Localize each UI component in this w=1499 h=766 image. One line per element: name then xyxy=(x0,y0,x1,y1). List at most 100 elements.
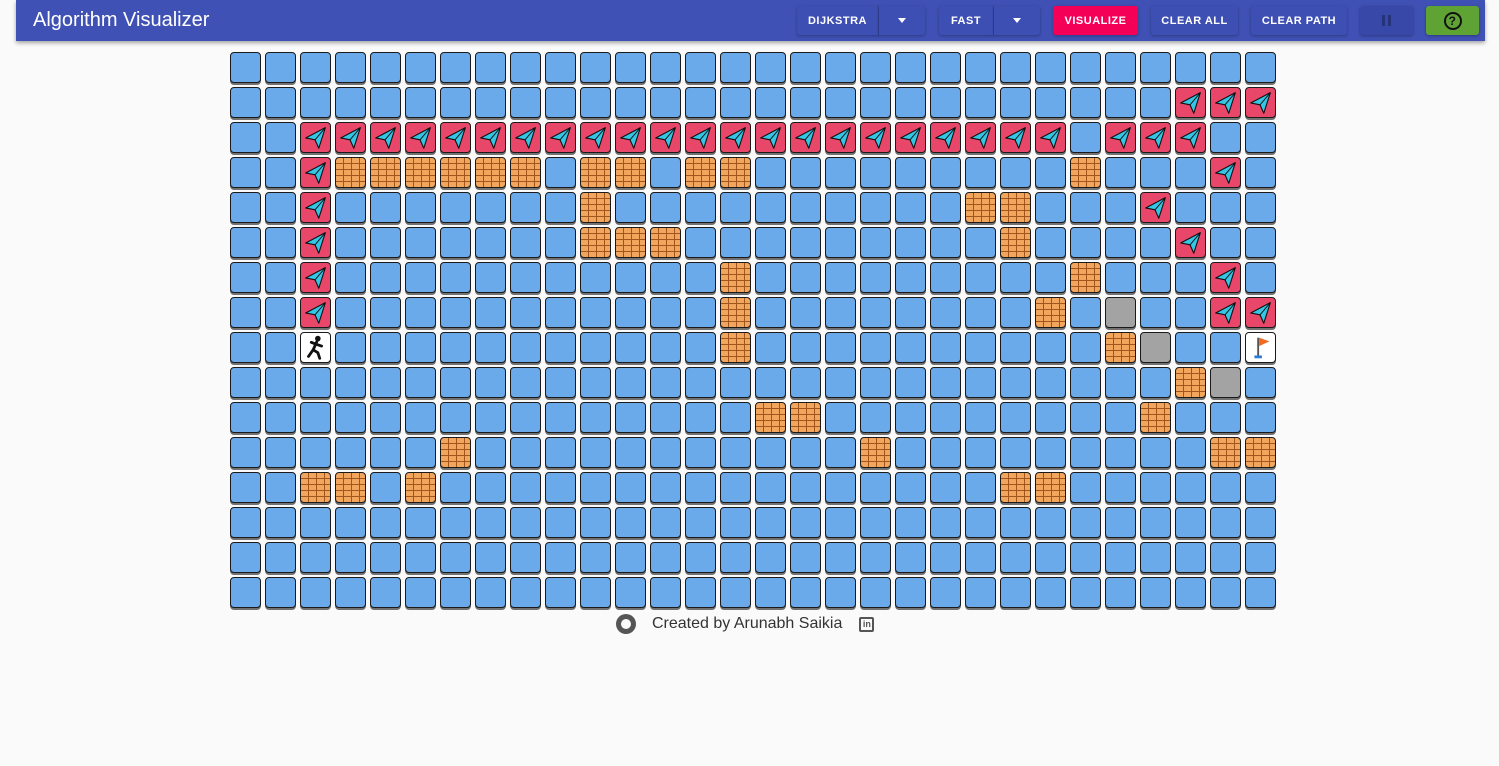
grid-cell-empty[interactable] xyxy=(580,507,611,538)
grid-cell-empty[interactable] xyxy=(405,577,436,608)
grid-cell-empty[interactable] xyxy=(545,507,576,538)
grid-cell-start[interactable] xyxy=(300,332,331,363)
grid-cell-empty[interactable] xyxy=(860,507,891,538)
grid-cell-empty[interactable] xyxy=(545,262,576,293)
grid-cell-wall[interactable] xyxy=(685,157,716,188)
grid-cell-empty[interactable] xyxy=(1105,227,1136,258)
grid-cell-empty[interactable] xyxy=(580,402,611,433)
grid-cell-path[interactable] xyxy=(895,122,926,153)
grid-cell-empty[interactable] xyxy=(405,332,436,363)
grid-cell-empty[interactable] xyxy=(825,52,856,83)
grid-cell-empty[interactable] xyxy=(475,507,506,538)
grid-cell-empty[interactable] xyxy=(545,437,576,468)
grid-cell-empty[interactable] xyxy=(615,297,646,328)
grid-cell-empty[interactable] xyxy=(370,87,401,118)
grid-cell-empty[interactable] xyxy=(1105,437,1136,468)
grid-cell-empty[interactable] xyxy=(265,297,296,328)
grid-cell-empty[interactable] xyxy=(405,507,436,538)
grid-cell-empty[interactable] xyxy=(440,402,471,433)
grid-cell-empty[interactable] xyxy=(755,297,786,328)
grid-cell-wall[interactable] xyxy=(720,262,751,293)
grid-cell-empty[interactable] xyxy=(790,542,821,573)
grid-cell-empty[interactable] xyxy=(510,262,541,293)
grid-cell-empty[interactable] xyxy=(1175,402,1206,433)
grid-cell-empty[interactable] xyxy=(1035,227,1066,258)
grid-cell-empty[interactable] xyxy=(510,297,541,328)
grid-cell-empty[interactable] xyxy=(300,542,331,573)
grid-cell-empty[interactable] xyxy=(230,52,261,83)
grid-cell-empty[interactable] xyxy=(1000,52,1031,83)
grid-cell-empty[interactable] xyxy=(265,227,296,258)
grid-cell-wall[interactable] xyxy=(405,157,436,188)
grid-cell-empty[interactable] xyxy=(405,437,436,468)
grid-cell-empty[interactable] xyxy=(335,437,366,468)
grid-cell-wall[interactable] xyxy=(1245,437,1276,468)
grid-cell-empty[interactable] xyxy=(370,507,401,538)
grid-cell-empty[interactable] xyxy=(1035,507,1066,538)
grid-cell-empty[interactable] xyxy=(475,192,506,223)
grid-cell-empty[interactable] xyxy=(230,157,261,188)
grid-cell-empty[interactable] xyxy=(510,52,541,83)
grid-cell-empty[interactable] xyxy=(370,472,401,503)
grid-cell-empty[interactable] xyxy=(1000,297,1031,328)
grid-cell-empty[interactable] xyxy=(895,577,926,608)
grid-cell-empty[interactable] xyxy=(755,192,786,223)
grid-cell-empty[interactable] xyxy=(650,87,681,118)
grid-cell-empty[interactable] xyxy=(1210,227,1241,258)
grid-cell-empty[interactable] xyxy=(475,332,506,363)
grid-cell-empty[interactable] xyxy=(895,402,926,433)
grid-cell-empty[interactable] xyxy=(930,297,961,328)
grid-cell-empty[interactable] xyxy=(580,367,611,398)
grid-cell-empty[interactable] xyxy=(720,367,751,398)
grid-cell-empty[interactable] xyxy=(825,227,856,258)
grid-cell-empty[interactable] xyxy=(615,507,646,538)
grid-cell-empty[interactable] xyxy=(1035,332,1066,363)
grid-cell-empty[interactable] xyxy=(440,577,471,608)
grid-cell-path[interactable] xyxy=(755,122,786,153)
grid-cell-empty[interactable] xyxy=(1000,262,1031,293)
grid-cell-empty[interactable] xyxy=(650,402,681,433)
grid-cell-empty[interactable] xyxy=(860,402,891,433)
grid-cell-empty[interactable] xyxy=(650,332,681,363)
grid-cell-empty[interactable] xyxy=(1105,157,1136,188)
grid-cell-empty[interactable] xyxy=(860,227,891,258)
grid-cell-empty[interactable] xyxy=(545,402,576,433)
grid-cell-empty[interactable] xyxy=(580,87,611,118)
grid-cell-empty[interactable] xyxy=(860,367,891,398)
grid-cell-empty[interactable] xyxy=(965,227,996,258)
grid-cell-empty[interactable] xyxy=(720,52,751,83)
grid-cell-wall[interactable] xyxy=(1000,227,1031,258)
grid-cell-empty[interactable] xyxy=(405,262,436,293)
grid-cell-wall[interactable] xyxy=(1035,297,1066,328)
grid-cell-empty[interactable] xyxy=(265,157,296,188)
grid-cell-empty[interactable] xyxy=(685,227,716,258)
grid-cell-wall[interactable] xyxy=(475,157,506,188)
grid-cell-empty[interactable] xyxy=(790,507,821,538)
grid-cell-empty[interactable] xyxy=(1245,192,1276,223)
grid-cell-empty[interactable] xyxy=(860,157,891,188)
grid-cell-empty[interactable] xyxy=(1140,542,1171,573)
grid-cell-path[interactable] xyxy=(1140,192,1171,223)
grid-cell-empty[interactable] xyxy=(685,297,716,328)
grid-cell-wall[interactable] xyxy=(615,227,646,258)
grid-cell-empty[interactable] xyxy=(545,52,576,83)
grid-cell-empty[interactable] xyxy=(475,542,506,573)
grid-cell-empty[interactable] xyxy=(1245,542,1276,573)
grid-cell-empty[interactable] xyxy=(720,402,751,433)
grid-cell-empty[interactable] xyxy=(405,227,436,258)
grid-cell-empty[interactable] xyxy=(825,262,856,293)
grid-cell-empty[interactable] xyxy=(1105,367,1136,398)
grid-cell-empty[interactable] xyxy=(1000,507,1031,538)
grid-cell-wall[interactable] xyxy=(580,227,611,258)
grid-cell-empty[interactable] xyxy=(265,472,296,503)
grid-cell-empty[interactable] xyxy=(545,297,576,328)
grid-cell-empty[interactable] xyxy=(475,227,506,258)
grid-cell-empty[interactable] xyxy=(580,472,611,503)
grid-cell-empty[interactable] xyxy=(650,157,681,188)
grid-cell-empty[interactable] xyxy=(895,227,926,258)
grid-cell-empty[interactable] xyxy=(510,402,541,433)
grid-cell-empty[interactable] xyxy=(335,297,366,328)
grid-cell-empty[interactable] xyxy=(720,227,751,258)
grid-cell-empty[interactable] xyxy=(300,507,331,538)
grid-cell-empty[interactable] xyxy=(440,52,471,83)
